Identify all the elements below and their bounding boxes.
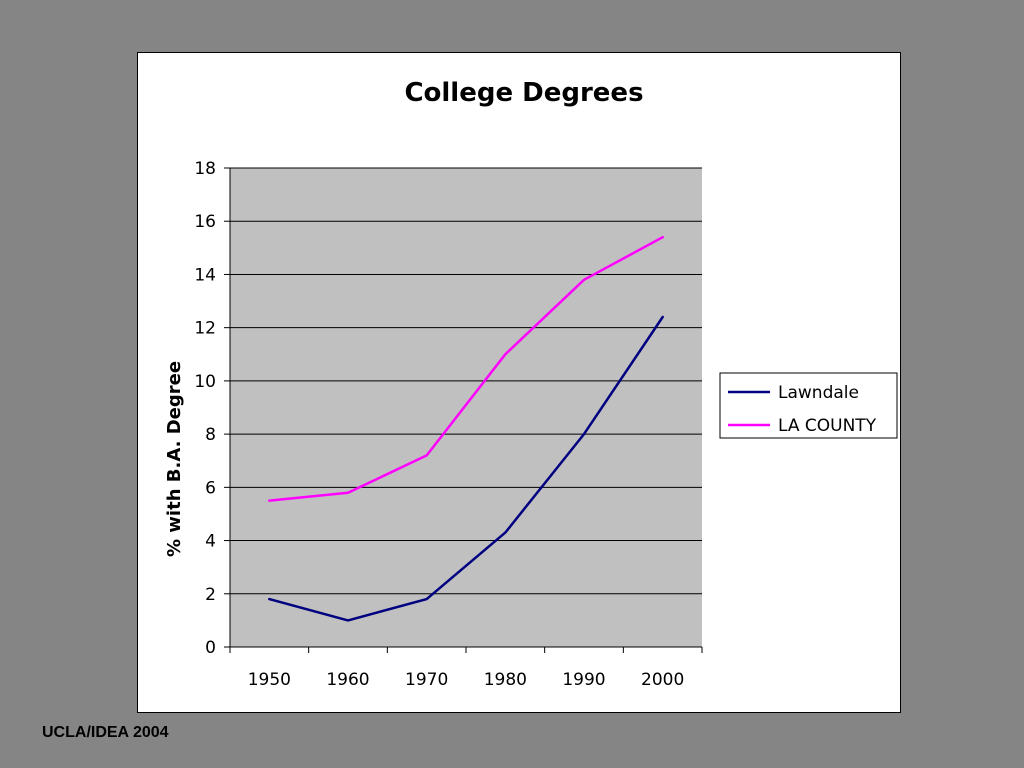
legend-label: Lawndale — [778, 383, 859, 403]
legend: Lawndale LA COUNTY — [719, 372, 898, 439]
x-tick-label: 1960 — [326, 670, 369, 690]
y-tick-label: 14 — [194, 265, 216, 285]
chart-title: College Degrees — [404, 78, 643, 108]
y-tick-label: 4 — [205, 532, 216, 552]
x-tick-label: 2000 — [641, 670, 684, 690]
y-tick-label: 2 — [205, 585, 216, 605]
legend-box — [719, 372, 898, 439]
series-lines — [268, 235, 664, 622]
y-tick-label: 6 — [205, 478, 216, 498]
y-tick-label: 12 — [194, 319, 216, 339]
footer-credit: UCLA/IDEA 2004 — [42, 724, 169, 741]
y-tick-label: 10 — [194, 372, 216, 392]
legend-label: LA COUNTY — [778, 416, 877, 436]
x-axis: 1950 1960 1970 1980 1990 2000 — [229, 646, 703, 690]
grid-lines — [230, 167, 702, 648]
y-tick-label: 18 — [194, 159, 216, 179]
y-tick-label: 0 — [205, 638, 216, 658]
x-tick-label: 1970 — [405, 670, 448, 690]
x-tick-label: 1950 — [248, 670, 291, 690]
plot-area — [230, 168, 702, 647]
chart-frame: College Degrees % with B.A. Degree 0 2 4 6 8… — [137, 52, 901, 713]
series-line-lawndale — [268, 315, 664, 622]
x-tick-label: 1990 — [562, 670, 605, 690]
y-tick-label: 16 — [194, 212, 216, 232]
y-axis: 0 2 4 6 8 10 12 14 16 18 — [194, 159, 231, 658]
line-chart: College Degrees % with B.A. Degree 0 2 4 6 8… — [164, 78, 898, 690]
y-axis-label: % with B.A. Degree — [164, 361, 185, 557]
x-tick-label: 1980 — [484, 670, 527, 690]
y-tick-label: 8 — [205, 425, 216, 445]
series-line-la-county — [268, 235, 664, 502]
